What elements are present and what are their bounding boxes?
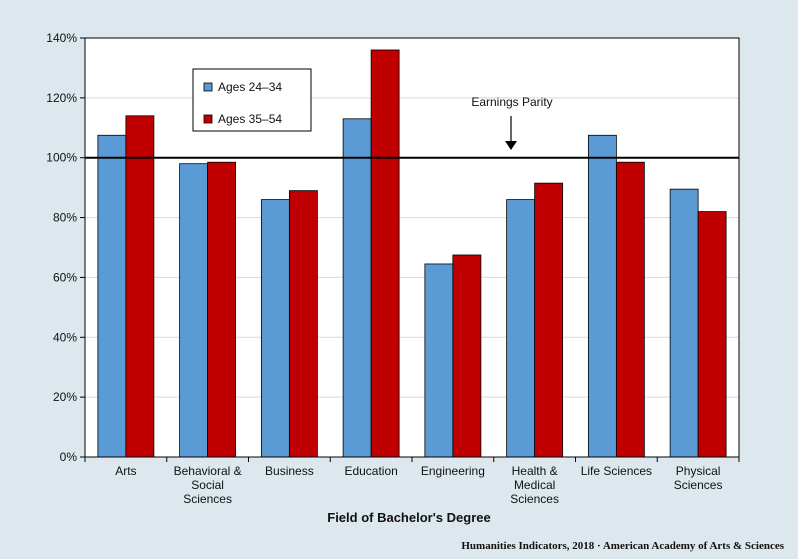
bar — [587, 134, 617, 458]
y-tick-label: 120% — [46, 91, 77, 105]
x-tick-label: Business — [265, 464, 314, 478]
y-tick-label: 100% — [46, 151, 77, 165]
bar — [207, 161, 237, 458]
bar — [179, 163, 209, 458]
bar — [125, 115, 155, 458]
bar — [342, 118, 372, 458]
parity-label: Earnings Parity — [471, 95, 552, 109]
y-tick-label: 0% — [60, 450, 78, 464]
x-tick-label: Arts — [115, 464, 136, 478]
legend-label: Ages 24–34 — [218, 80, 282, 94]
x-tick-label: Life Sciences — [581, 464, 652, 478]
reference-line-group: Earnings Parity — [85, 95, 739, 159]
bar — [97, 134, 127, 458]
bar — [260, 199, 290, 458]
x-axis-title: Field of Bachelor's Degree — [327, 510, 490, 525]
bar — [424, 263, 454, 458]
bar — [669, 188, 699, 458]
bar — [506, 199, 536, 458]
legend-label: Ages 35–54 — [218, 112, 282, 126]
legend-box — [192, 68, 312, 132]
bar — [288, 190, 318, 458]
bar — [370, 49, 400, 458]
x-tick-label: Engineering — [421, 464, 485, 478]
bar — [615, 161, 645, 458]
y-tick-label: 60% — [53, 270, 77, 284]
y-tick-label: 140% — [46, 31, 77, 45]
legend-swatch — [203, 82, 213, 92]
y-tick-label: 40% — [53, 330, 77, 344]
source-note: Humanities Indicators, 2018 · American A… — [461, 540, 784, 552]
axes: 0% 20% 40% 60% 80% 100% 120% 140% Arts Behavioral… — [46, 31, 740, 506]
bar — [452, 254, 482, 458]
bar — [534, 182, 564, 458]
bar — [697, 211, 727, 458]
x-tick-label: Education — [344, 464, 397, 478]
x-tick-label: Physical Sciences — [674, 464, 723, 492]
y-tick-label: 80% — [53, 211, 77, 225]
legend: Ages 24–34 Ages 35–54 — [192, 68, 312, 132]
x-tick-label: Behavioral & Social Sciences — [174, 464, 242, 506]
x-tick-label: Health & Medical Sciences — [510, 464, 559, 506]
legend-swatch — [203, 114, 213, 124]
y-tick-label: 20% — [53, 390, 77, 404]
parity-arrow-head — [505, 141, 517, 150]
